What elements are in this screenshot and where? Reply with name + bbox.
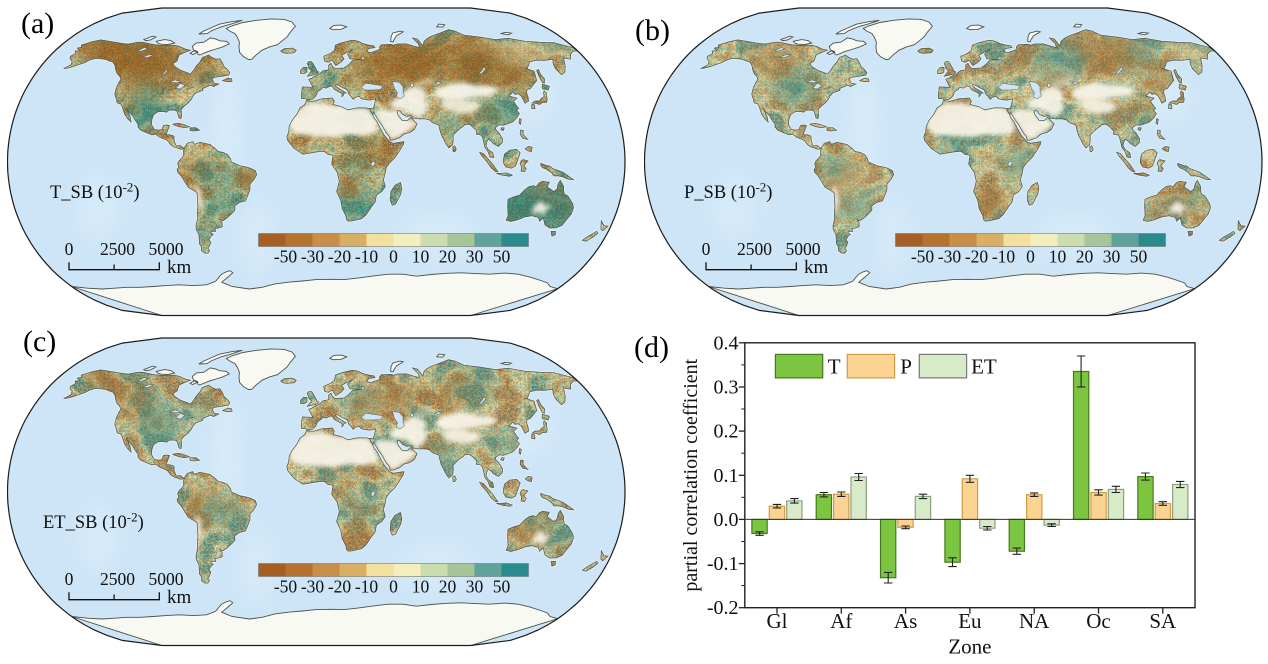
svg-text:-0.2: -0.2 (707, 597, 739, 619)
svg-text:-50: -50 (274, 577, 298, 597)
svg-text:Zone: Zone (948, 635, 991, 659)
svg-text:30: 30 (466, 577, 484, 597)
svg-text:T: T (828, 354, 841, 378)
svg-text:0.3: 0.3 (714, 377, 739, 399)
svg-text:-30: -30 (301, 577, 325, 597)
svg-text:0.2: 0.2 (714, 421, 739, 443)
svg-text:ET_SB (10-2): ET_SB (10-2) (43, 510, 144, 534)
svg-text:30: 30 (466, 247, 484, 267)
svg-text:0: 0 (1026, 247, 1035, 267)
svg-text:0.0: 0.0 (714, 509, 739, 531)
svg-text:Af: Af (830, 609, 852, 633)
svg-text:0: 0 (389, 577, 398, 597)
svg-text:P: P (900, 354, 912, 378)
svg-text:-10: -10 (355, 247, 379, 267)
svg-text:km: km (804, 257, 829, 278)
svg-text:50: 50 (493, 577, 511, 597)
svg-text:-20: -20 (328, 577, 352, 597)
svg-text:5000: 5000 (149, 569, 184, 589)
svg-text:-20: -20 (328, 247, 352, 267)
svg-text:50: 50 (493, 247, 511, 267)
svg-text:Oc: Oc (1086, 609, 1111, 633)
svg-text:partial correlation coefficien: partial correlation coefficient (680, 358, 702, 591)
svg-text:2500: 2500 (100, 569, 135, 589)
svg-text:-20: -20 (965, 247, 989, 267)
svg-text:0.4: 0.4 (714, 336, 739, 354)
svg-text:SA: SA (1149, 609, 1177, 633)
svg-text:2500: 2500 (100, 239, 135, 259)
svg-text:Gl: Gl (767, 609, 788, 633)
svg-text:-10: -10 (355, 577, 379, 597)
svg-text:30: 30 (1103, 247, 1121, 267)
svg-text:20: 20 (439, 247, 457, 267)
svg-text:10: 10 (1049, 247, 1067, 267)
svg-text:10: 10 (412, 247, 430, 267)
svg-text:0: 0 (389, 247, 398, 267)
svg-text:-30: -30 (301, 247, 325, 267)
svg-text:-30: -30 (938, 247, 962, 267)
svg-text:0: 0 (65, 239, 74, 259)
svg-text:ET: ET (971, 354, 997, 378)
svg-text:km: km (167, 587, 192, 608)
svg-text:20: 20 (1076, 247, 1094, 267)
svg-text:0: 0 (702, 239, 711, 259)
svg-text:0.1: 0.1 (714, 465, 739, 487)
svg-text:0: 0 (65, 569, 74, 589)
svg-text:5000: 5000 (786, 239, 821, 259)
svg-text:-50: -50 (911, 247, 935, 267)
svg-text:NA: NA (1019, 609, 1050, 633)
svg-text:5000: 5000 (149, 239, 184, 259)
svg-text:20: 20 (439, 577, 457, 597)
svg-text:As: As (894, 609, 917, 633)
svg-text:T_SB (10-2): T_SB (10-2) (50, 180, 139, 204)
svg-text:2500: 2500 (737, 239, 772, 259)
svg-text:P_SB (10-2): P_SB (10-2) (684, 180, 772, 204)
svg-text:km: km (167, 257, 192, 278)
svg-text:-10: -10 (992, 247, 1016, 267)
svg-text:10: 10 (412, 577, 430, 597)
svg-text:-50: -50 (274, 247, 298, 267)
svg-text:-0.1: -0.1 (707, 553, 739, 575)
svg-text:Eu: Eu (958, 609, 982, 633)
svg-text:50: 50 (1130, 247, 1148, 267)
